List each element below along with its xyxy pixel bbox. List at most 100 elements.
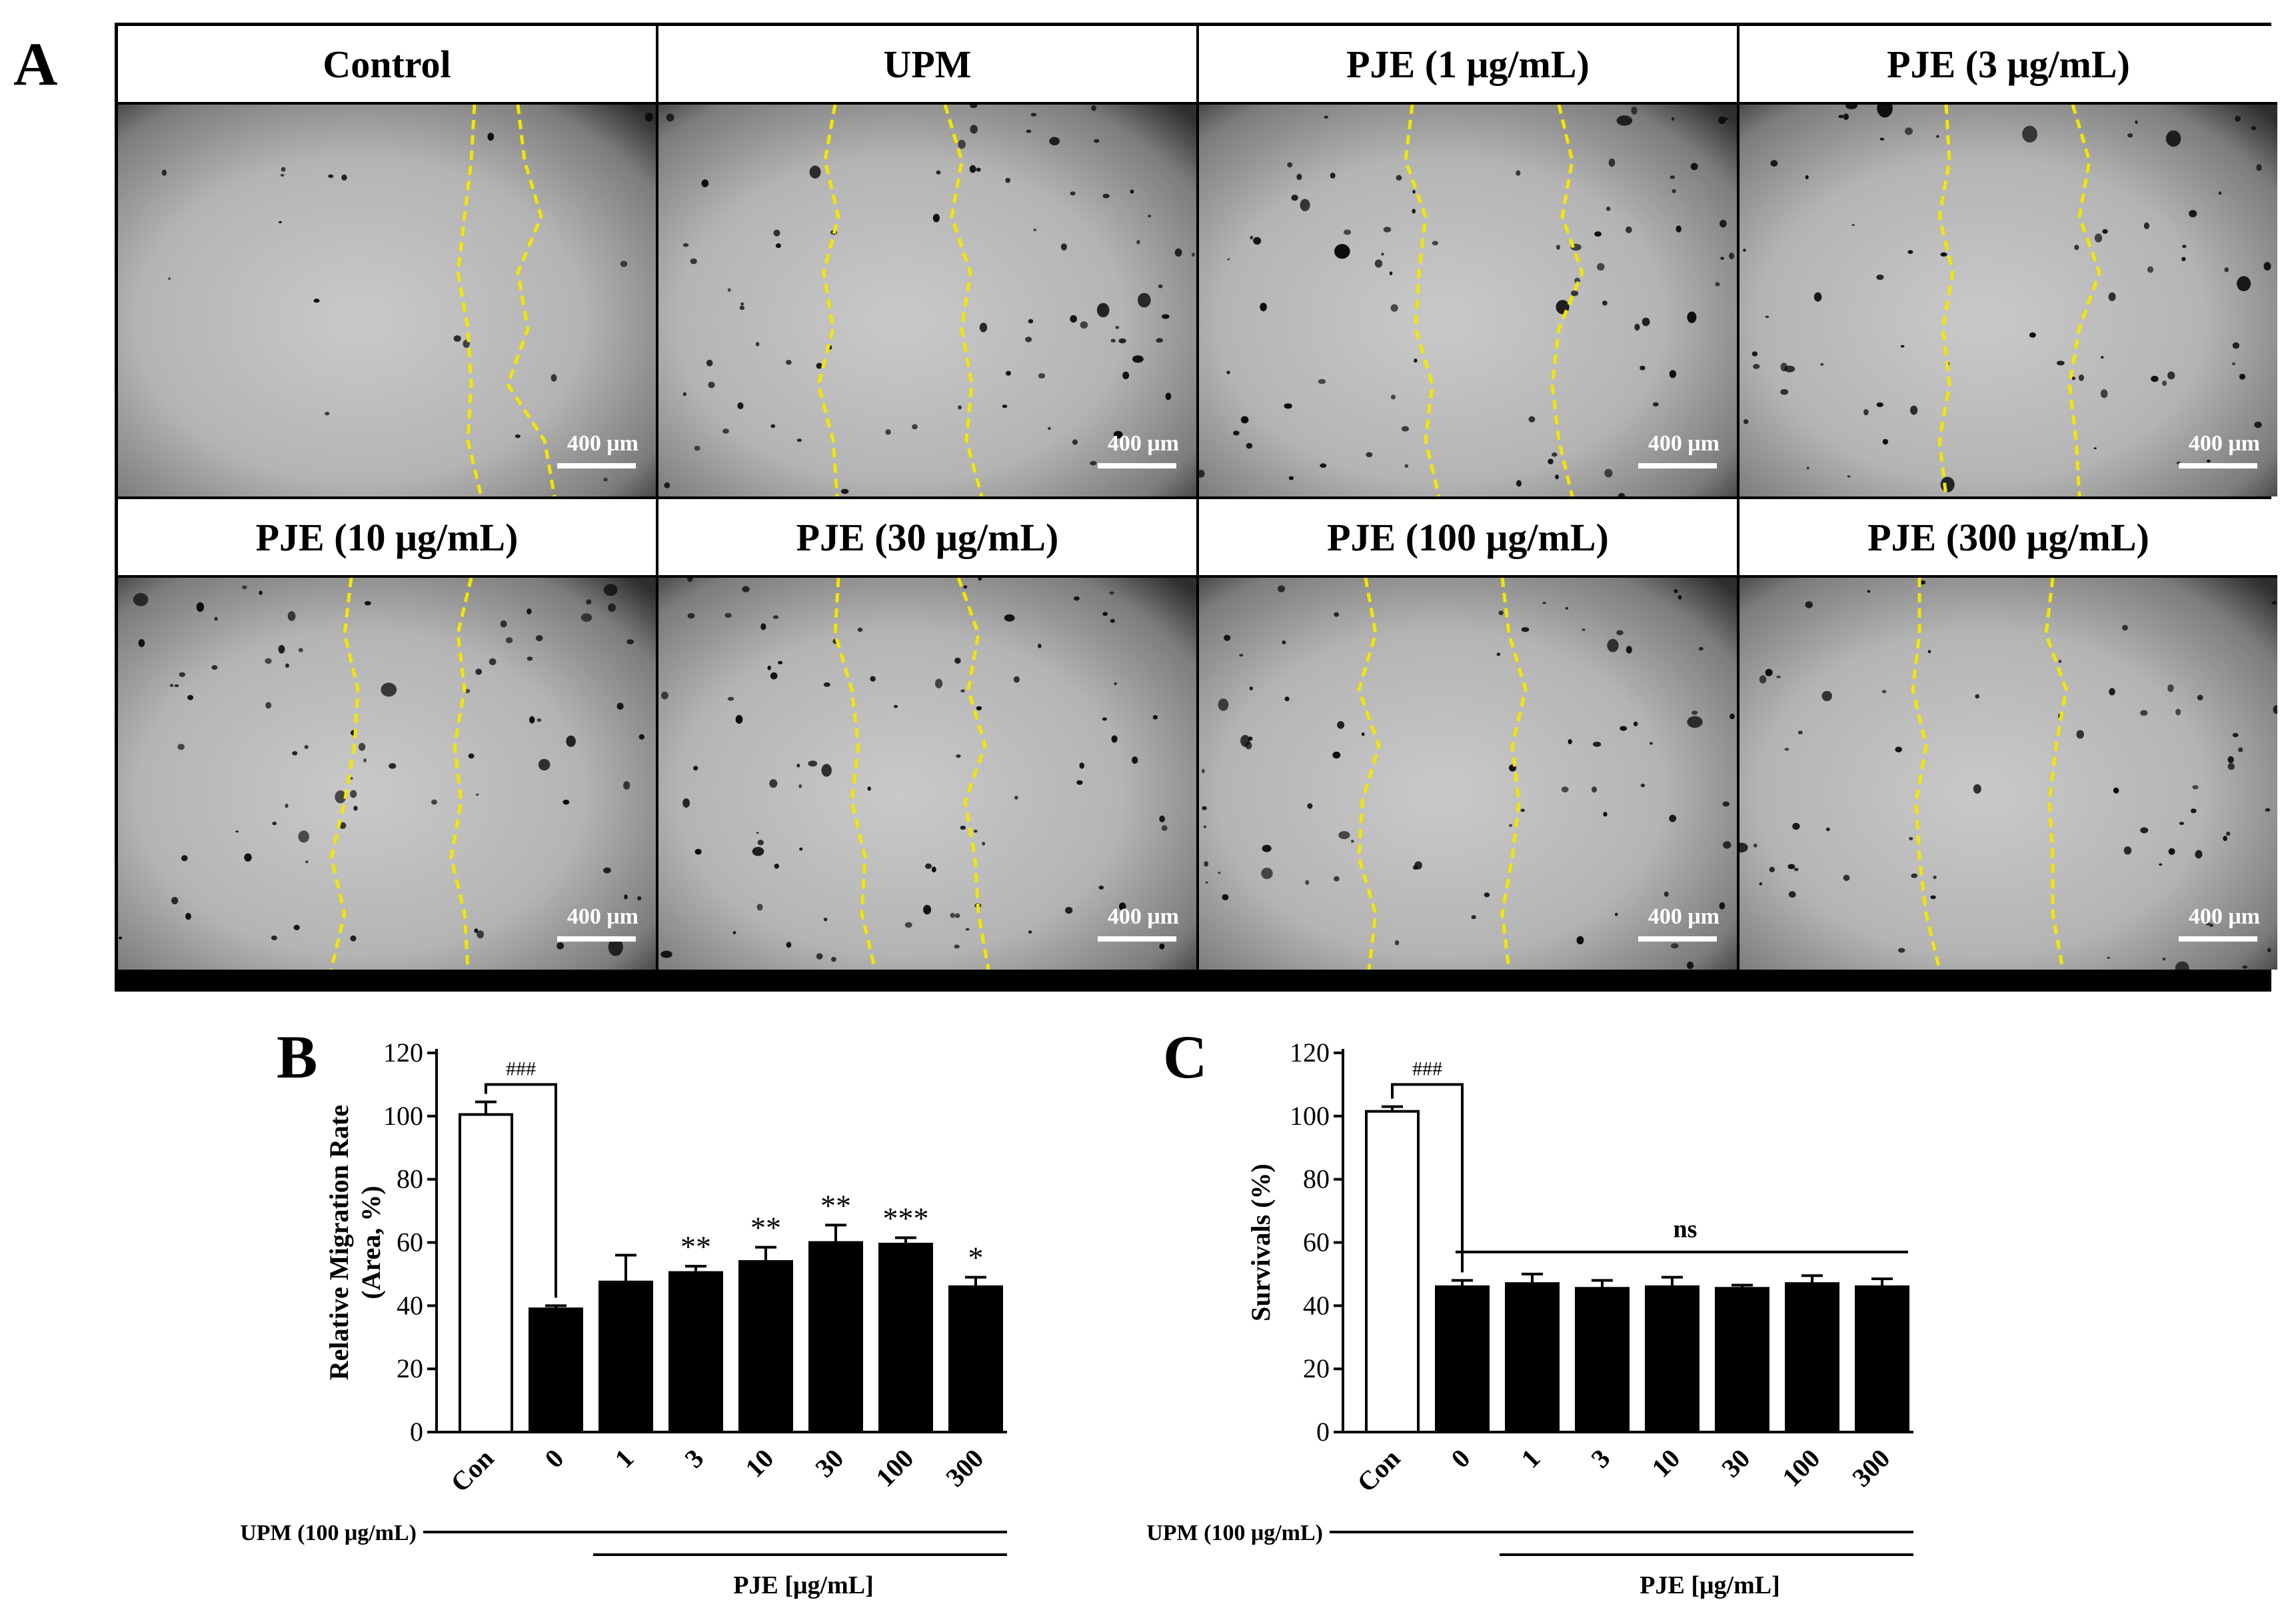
debris-particle <box>867 786 871 791</box>
scale-bar-label: 400 μm <box>1648 431 1720 456</box>
scale-bar <box>1098 936 1176 942</box>
wound-edge-right <box>1500 578 1528 970</box>
debris-particle <box>1162 314 1170 319</box>
debris-particle <box>2076 730 2084 739</box>
debris-particle <box>335 790 347 804</box>
debris-particle <box>958 139 966 149</box>
debris-particle <box>2107 956 2110 959</box>
debris-particle <box>798 784 802 788</box>
debris-particle <box>1608 158 1616 167</box>
debris-particle <box>661 691 668 700</box>
micrograph-background <box>658 578 1196 970</box>
debris-particle <box>169 684 174 687</box>
micrograph-title: PJE (100 μg/mL) <box>1199 499 1737 578</box>
debris-particle <box>1118 902 1126 911</box>
category-label: 10 <box>739 1443 779 1483</box>
debris-particle <box>1676 225 1682 233</box>
debris-particle <box>960 689 965 693</box>
micrograph-background <box>1199 578 1737 970</box>
debris-particle <box>350 935 357 942</box>
debris-particle <box>2271 601 2277 605</box>
debris-particle <box>1239 654 1244 657</box>
debris-particle <box>1556 245 1560 250</box>
micrograph-image <box>1739 105 2277 496</box>
debris-particle <box>2093 447 2097 450</box>
debris-particle <box>1606 207 1611 211</box>
debris-particle <box>769 779 778 788</box>
debris-particle <box>1649 742 1653 745</box>
debris-particle <box>527 608 532 614</box>
debris-particle <box>735 714 743 724</box>
debris-particle <box>796 438 802 442</box>
significance-label: ** <box>750 1211 781 1245</box>
wound-edge-left <box>1937 105 1955 496</box>
category-label: 300 <box>940 1443 989 1493</box>
category-label: 3 <box>678 1443 709 1474</box>
debris-particle <box>1520 808 1525 812</box>
debris-particle <box>660 950 672 958</box>
debris-particle <box>1226 371 1230 375</box>
micrograph-image <box>1199 105 1737 496</box>
debris-particle <box>2227 756 2234 764</box>
debris-particle <box>285 803 289 808</box>
debris-particle <box>786 942 792 948</box>
micrograph-cell: UPM 400 μm <box>658 26 1196 496</box>
debris-particle <box>1765 668 1773 676</box>
debris-particle <box>1805 175 1809 180</box>
wound-edge-left <box>456 105 483 496</box>
debris-particle <box>1910 405 1918 415</box>
debris-particle <box>1686 961 1694 970</box>
debris-particle <box>1227 258 1230 261</box>
y-tick-label: 120 <box>1290 1038 1330 1068</box>
debris-particle <box>638 734 644 740</box>
scale-bar-label: 400 μm <box>567 904 638 929</box>
debris-particle <box>1156 338 1164 343</box>
debris-particle <box>1759 675 1767 684</box>
micrograph-cell: PJE (10 μg/mL) 400 μm <box>118 499 656 970</box>
debris-particle <box>1110 618 1115 623</box>
micrograph-background <box>118 578 656 970</box>
debris-particle <box>1672 117 1675 121</box>
micrograph-title: Control <box>118 26 656 105</box>
y-tick-label: 120 <box>383 1038 423 1068</box>
debris-particle <box>1516 170 1521 176</box>
debris-particle <box>742 586 750 592</box>
debris-particle <box>586 599 592 605</box>
debris-particle <box>196 602 205 612</box>
debris-particle <box>1240 416 1249 424</box>
debris-particle <box>2181 257 2186 261</box>
debris-particle <box>161 169 167 176</box>
debris-particle <box>1813 292 1822 302</box>
debris-particle <box>1820 363 1824 366</box>
debris-particle <box>1805 601 1813 608</box>
debris-particle <box>2123 846 2132 855</box>
debris-particle <box>505 637 513 644</box>
debris-particle <box>1687 716 1703 728</box>
debris-particle <box>1132 756 1138 764</box>
debris-particle <box>2251 126 2257 131</box>
debris-particle <box>2102 229 2108 234</box>
debris-particle <box>2168 848 2175 855</box>
wound-edge-right <box>956 578 990 970</box>
debris-particle <box>1851 224 1855 227</box>
debris-particle <box>626 639 634 644</box>
debris-particle <box>2147 266 2154 273</box>
debris-particle <box>1881 690 1887 694</box>
panel-c-label: C <box>1163 1023 1208 1091</box>
debris-particle <box>1260 303 1267 312</box>
category-label: Con <box>445 1443 499 1498</box>
debris-particle <box>1904 127 1913 135</box>
debris-particle <box>1571 290 1579 297</box>
debris-particle <box>280 174 285 177</box>
debris-particle <box>1002 404 1008 408</box>
wound-edge-right <box>506 105 557 496</box>
debris-particle <box>2190 808 2197 814</box>
debris-particle <box>1729 253 1735 260</box>
debris-particle <box>1793 868 1799 872</box>
debris-particle <box>118 936 123 940</box>
debris-particle <box>1332 751 1341 759</box>
debris-particle <box>1843 874 1850 881</box>
scale-bar <box>557 936 636 942</box>
debris-particle <box>1911 873 1918 878</box>
debris-particle <box>682 392 687 397</box>
